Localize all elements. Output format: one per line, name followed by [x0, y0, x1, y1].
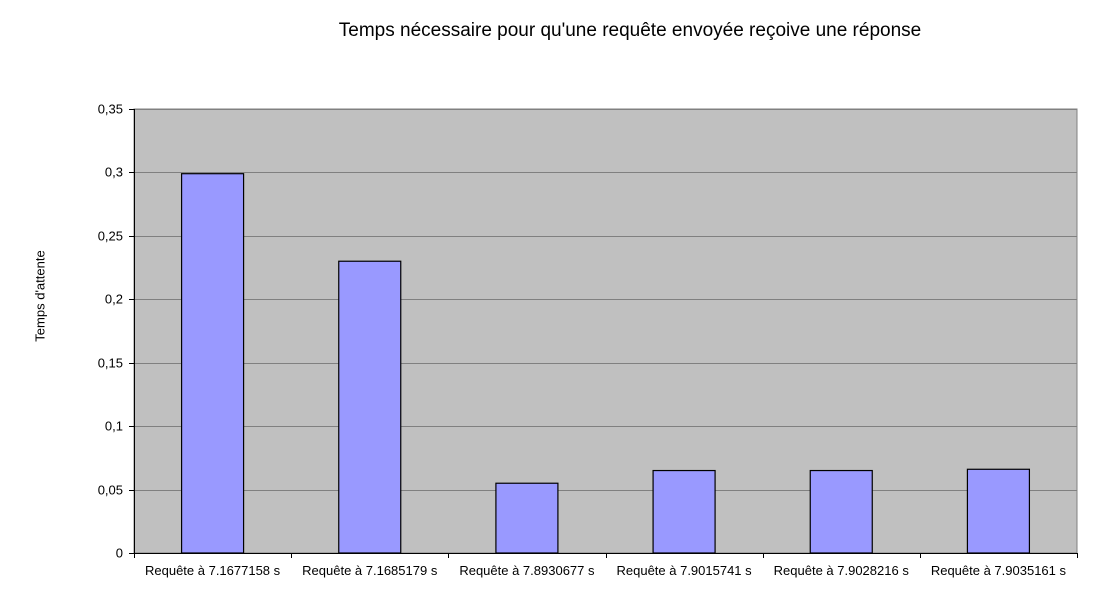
bar: [495, 482, 559, 554]
x-tick-label: Requête à 7.9015741 s: [616, 563, 752, 578]
bar: [652, 469, 716, 554]
tick-labels: 0 0,05 0,1 0,15 0,2 0,25 0,3 0,35 Requête à 7.16…: [98, 102, 1067, 579]
x-tick-label: Requête à 7.1677158 s: [145, 563, 281, 578]
y-tick-label: 0,25: [98, 229, 123, 244]
bar: [180, 173, 245, 554]
plot-area: [133, 108, 1078, 554]
y-tick-label: 0,15: [98, 356, 123, 371]
y-tick-label: 0,35: [98, 102, 123, 117]
bar: [338, 260, 402, 554]
x-tick-label: Requête à 7.1685179 s: [302, 563, 438, 578]
x-tick-label: Requête à 7.8930677 s: [459, 563, 595, 578]
chart-title: Temps nécessaire pour qu'une requête env…: [338, 20, 922, 41]
bars: [180, 173, 1031, 554]
y-tick-label: 0: [116, 546, 123, 561]
bar: [809, 469, 873, 554]
axes: [129, 109, 1078, 558]
x-tick-label: Requête à 7.9035161 s: [931, 563, 1067, 578]
y-tick-label: 0,3: [105, 165, 123, 180]
gridlines: [134, 109, 1077, 491]
bar: [966, 468, 1031, 554]
y-tick-label: 0,1: [105, 419, 123, 434]
y-tick-label: 0,05: [98, 483, 123, 498]
x-tick-label: Requête à 7.9028216 s: [774, 563, 910, 578]
y-tick-label: 0,2: [105, 292, 123, 307]
